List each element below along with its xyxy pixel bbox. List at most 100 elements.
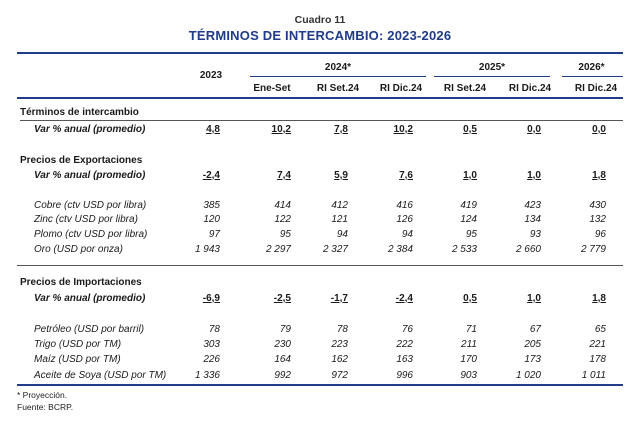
row-value: 79	[279, 324, 291, 335]
row-value: 178	[589, 354, 606, 365]
var-value-terminos-1: 4,8	[206, 124, 220, 135]
subheader-5: RI Dic.24	[508, 83, 552, 94]
var-value-exportaciones-1: -2,4	[202, 170, 220, 181]
note-proyeccion: * Proyección.	[17, 390, 68, 400]
section-title-terminos: Términos de intercambio	[20, 107, 139, 118]
row-value: 97	[208, 229, 220, 240]
header-group-2026: 2026*	[578, 62, 605, 73]
subheader-6: RI Dic.24	[574, 83, 618, 94]
header-bottom-rule	[17, 97, 623, 99]
var-value-terminos-2: 10,2	[271, 124, 291, 135]
row-value: 996	[396, 370, 413, 381]
header-2023: 2023	[199, 70, 223, 81]
var-value-exportaciones-5: 1,0	[463, 170, 477, 181]
var-value-terminos-4: 10,2	[393, 124, 413, 135]
var-value-importaciones-7: 1,8	[592, 293, 606, 304]
row-value: 2 327	[322, 244, 348, 255]
row-value: 1 011	[581, 370, 606, 381]
row-label: Cobre (ctv USD por libra)	[34, 200, 147, 211]
row-value: 221	[589, 339, 606, 350]
mid-rule	[17, 265, 623, 266]
row-value: 170	[460, 354, 477, 365]
section-title-importaciones: Precios de Importaciones	[20, 277, 142, 288]
row-value: 134	[524, 214, 541, 225]
row-value: 2 384	[387, 244, 413, 255]
row-label: Maíz (USD por TM)	[34, 354, 121, 365]
header-group-2024: 2024*	[324, 62, 352, 73]
section-rule-terminos	[20, 120, 623, 121]
row-value: 71	[465, 324, 477, 335]
row-value: 162	[331, 354, 348, 365]
row-value: 2 297	[265, 244, 291, 255]
row-value: 1 336	[194, 370, 220, 381]
var-value-exportaciones-2: 7,4	[277, 170, 291, 181]
row-value: 2 779	[580, 244, 606, 255]
row-value: 303	[203, 339, 220, 350]
table-title: TÉRMINOS DE INTERCAMBIO: 2023-2026	[188, 28, 452, 43]
row-label: Petróleo (USD por barril)	[34, 324, 145, 335]
row-value: 211	[461, 339, 477, 350]
var-value-terminos-7: 0,0	[592, 124, 606, 135]
row-value: 94	[336, 229, 348, 240]
row-value: 423	[524, 200, 541, 211]
row-value: 173	[524, 354, 541, 365]
group-rule-2024	[250, 76, 426, 77]
row-value: 126	[396, 214, 413, 225]
row-value: 2 660	[515, 244, 541, 255]
row-label: Zinc (ctv USD por libra)	[34, 214, 138, 225]
table-caption: Cuadro 11	[294, 14, 346, 26]
var-value-terminos-6: 0,0	[527, 124, 541, 135]
row-value: 992	[274, 370, 291, 381]
row-value: 78	[336, 324, 348, 335]
row-value: 226	[203, 354, 220, 365]
row-value: 94	[401, 229, 413, 240]
row-value: 419	[460, 200, 477, 211]
row-value: 120	[203, 214, 220, 225]
row-value: 132	[589, 214, 606, 225]
var-label-importaciones: Var % anual (promedio)	[34, 293, 146, 304]
row-value: 1 943	[194, 244, 220, 255]
row-label: Aceite de Soya (USD por TM)	[34, 370, 167, 381]
row-value: 223	[331, 339, 348, 350]
row-value: 222	[396, 339, 413, 350]
var-value-importaciones-2: -2,5	[273, 293, 291, 304]
row-value: 78	[208, 324, 220, 335]
row-value: 65	[594, 324, 606, 335]
row-value: 96	[594, 229, 606, 240]
row-value: 122	[274, 214, 291, 225]
var-value-exportaciones-4: 7,6	[399, 170, 413, 181]
row-value: 1 020	[515, 370, 541, 381]
row-value: 67	[529, 324, 541, 335]
row-value: 95	[465, 229, 477, 240]
group-rule-2025	[434, 76, 550, 77]
subheader-1: Ene-Set	[253, 83, 291, 94]
row-value: 230	[274, 339, 291, 350]
var-value-importaciones-6: 1,0	[527, 293, 541, 304]
bottom-rule	[17, 384, 623, 386]
group-rule-2026	[562, 76, 623, 77]
var-value-exportaciones-3: 5,9	[334, 170, 348, 181]
row-value: 93	[529, 229, 541, 240]
var-label-terminos: Var % anual (promedio)	[34, 124, 146, 135]
row-value: 972	[331, 370, 348, 381]
row-value: 124	[460, 214, 477, 225]
subheader-2: RI Set.24	[316, 83, 360, 94]
top-rule	[17, 52, 623, 54]
row-value: 385	[203, 200, 220, 211]
row-value: 205	[524, 339, 541, 350]
row-value: 2 533	[451, 244, 477, 255]
var-value-terminos-3: 7,8	[334, 124, 348, 135]
var-label-exportaciones: Var % anual (promedio)	[34, 170, 146, 181]
subheader-3: RI Dic.24	[379, 83, 423, 94]
row-value: 121	[331, 214, 348, 225]
var-value-exportaciones-7: 1,8	[592, 170, 606, 181]
row-value: 163	[396, 354, 413, 365]
var-value-exportaciones-6: 1,0	[527, 170, 541, 181]
row-label: Plomo (ctv USD por libra)	[34, 229, 148, 240]
note-fuente: Fuente: BCRP.	[17, 402, 74, 412]
row-value: 414	[274, 200, 291, 211]
var-value-importaciones-1: -6,9	[202, 293, 220, 304]
row-value: 416	[396, 200, 413, 211]
row-label: Trigo (USD por TM)	[34, 339, 122, 350]
row-value: 76	[401, 324, 413, 335]
